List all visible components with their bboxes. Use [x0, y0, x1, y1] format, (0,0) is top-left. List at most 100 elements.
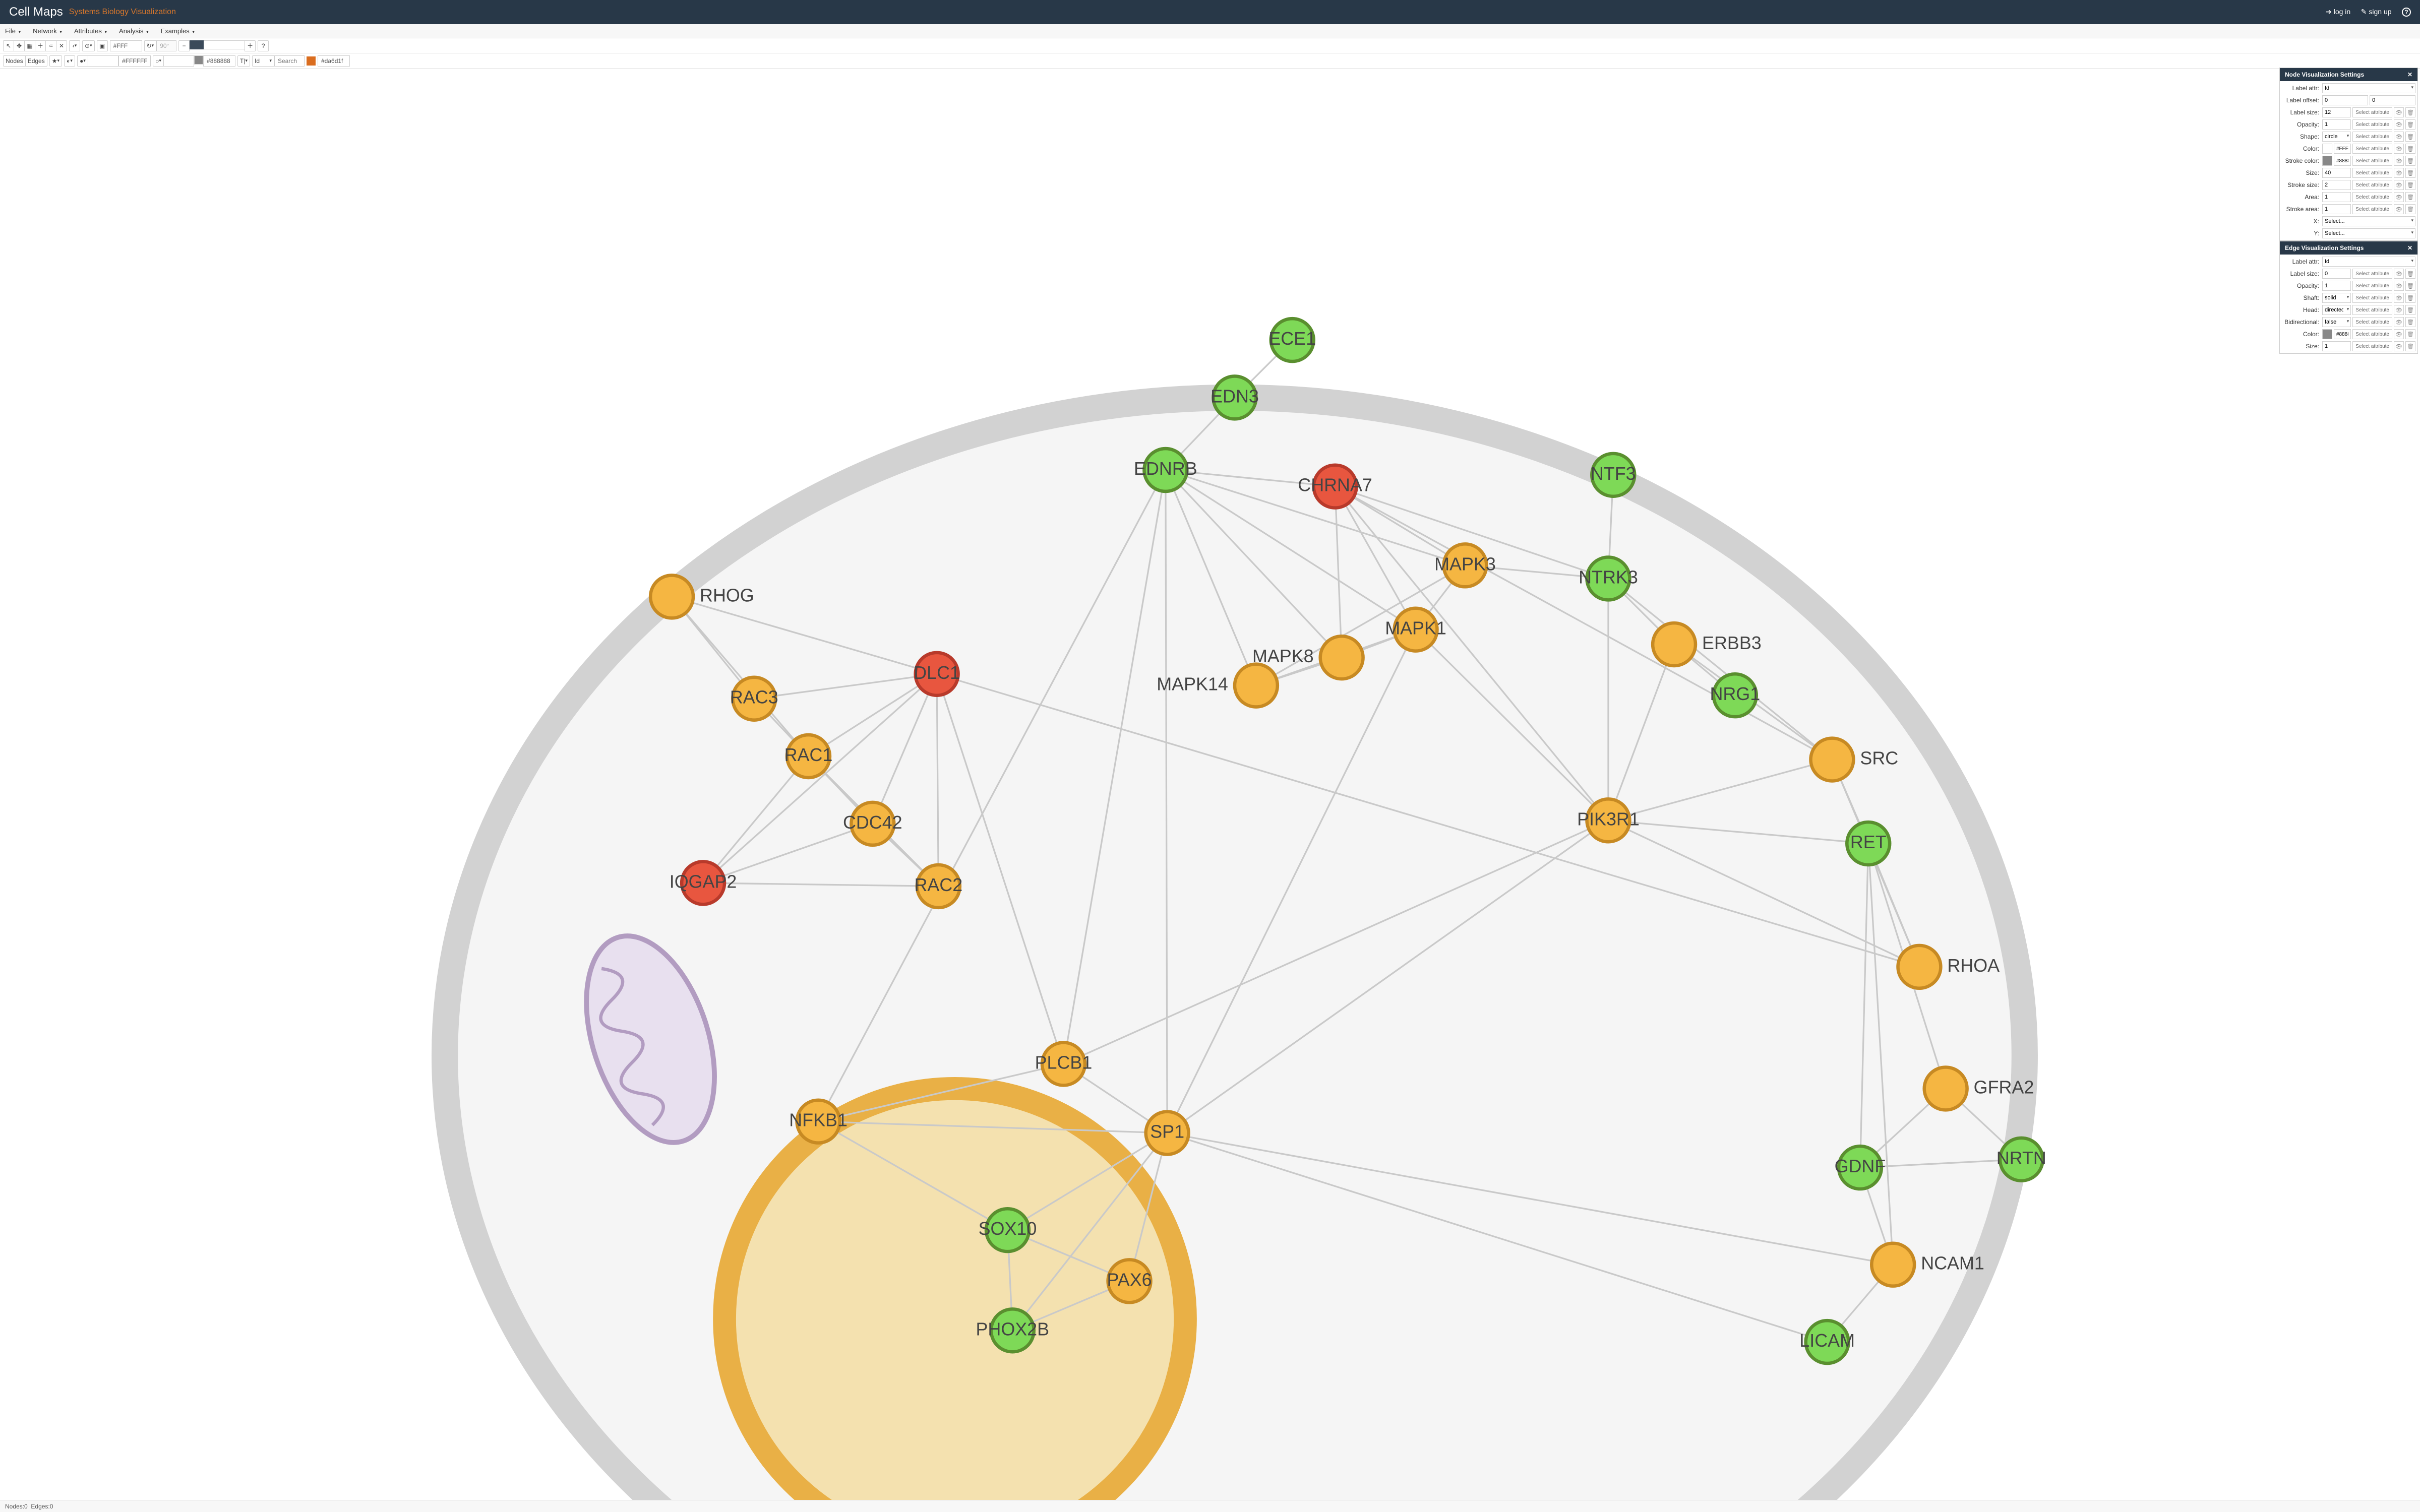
select-attr-button[interactable]: Select attribute: [2352, 156, 2392, 166]
rotate-dropdown[interactable]: ↻ ▾: [144, 40, 157, 51]
network-canvas[interactable]: ECE1EDN3EDNRBCHRNA7NTF3MAPK3NTRK3RHOGMAP…: [0, 69, 2420, 1500]
highlight-swatch[interactable]: [307, 56, 316, 66]
highlight-color-input[interactable]: [318, 55, 350, 67]
stroke-slider[interactable]: [164, 55, 194, 67]
eye-icon[interactable]: 👁: [2394, 119, 2404, 130]
select-attr-button[interactable]: Select attribute: [2352, 119, 2392, 130]
stroke-size-input[interactable]: [2322, 180, 2351, 190]
trash-icon[interactable]: 🗑: [2405, 269, 2415, 279]
edge-panel-header[interactable]: Edge Visualization Settings ✕: [2280, 241, 2417, 255]
eye-icon[interactable]: 👁: [2394, 180, 2404, 190]
stroke-color-input[interactable]: [203, 55, 235, 67]
eye-icon[interactable]: 👁: [2394, 204, 2404, 214]
trash-icon[interactable]: 🗑: [2405, 317, 2415, 327]
trash-icon[interactable]: 🗑: [2405, 107, 2415, 117]
pointer-tool-icon[interactable]: ↖: [3, 40, 14, 51]
trash-icon[interactable]: 🗑: [2405, 329, 2415, 339]
eye-icon[interactable]: 👁: [2394, 305, 2404, 315]
search-input[interactable]: [274, 55, 305, 67]
select-attr-button[interactable]: Select attribute: [2352, 317, 2392, 327]
help-icon[interactable]: ?: [2402, 8, 2411, 17]
fill-slider[interactable]: [88, 55, 118, 67]
login-link[interactable]: ➔log in: [2326, 8, 2350, 16]
select-attr-button[interactable]: Select attribute: [2352, 305, 2392, 315]
eye-icon[interactable]: 👁: [2394, 341, 2404, 351]
trash-icon[interactable]: 🗑: [2405, 132, 2415, 142]
eye-icon[interactable]: 👁: [2394, 269, 2404, 279]
fill-color-input[interactable]: [118, 55, 151, 67]
menu-network[interactable]: Network ▾: [33, 27, 62, 35]
menu-analysis[interactable]: Analysis ▾: [119, 27, 149, 35]
node-panel-header[interactable]: Node Visualization Settings ✕: [2280, 68, 2417, 81]
link-tool-icon[interactable]: ⸦: [45, 40, 56, 51]
star-dropdown[interactable]: ★ ▾: [49, 55, 62, 67]
trash-icon[interactable]: 🗑: [2405, 156, 2415, 166]
shape-select[interactable]: circle: [2322, 132, 2351, 142]
edge-label-attr-select[interactable]: Id: [2322, 257, 2415, 267]
zoom-slider-fill[interactable]: [190, 40, 204, 49]
move-tool-icon[interactable]: ✥: [14, 40, 25, 51]
color-swatch[interactable]: [2322, 144, 2332, 154]
label-offset-x[interactable]: [2322, 95, 2368, 105]
stroke-shape-dropdown[interactable]: ○ ▾: [153, 55, 164, 67]
y-select[interactable]: Select...: [2322, 228, 2415, 238]
label-offset-y[interactable]: [2370, 95, 2415, 105]
trash-icon[interactable]: 🗑: [2405, 281, 2415, 291]
stroke-color-input[interactable]: [2334, 156, 2351, 166]
edge-color-input[interactable]: [2334, 329, 2351, 339]
eye-icon[interactable]: 👁: [2394, 107, 2404, 117]
label-attr-select[interactable]: Id: [2322, 83, 2415, 93]
x-select[interactable]: Select...: [2322, 216, 2415, 226]
size-input[interactable]: [2322, 168, 2351, 178]
trash-icon[interactable]: 🗑: [2405, 192, 2415, 202]
image-tool-icon[interactable]: ▦: [24, 40, 35, 51]
head-select[interactable]: directed: [2322, 305, 2351, 315]
eye-icon[interactable]: 👁: [2394, 168, 2404, 178]
select-attr-button[interactable]: Select attribute: [2352, 144, 2392, 154]
signup-link[interactable]: ✎sign up: [2361, 8, 2392, 16]
opacity-input[interactable]: [2322, 119, 2351, 130]
fill-shape-dropdown[interactable]: ● ▾: [77, 55, 88, 67]
zoom-in-icon[interactable]: ＋: [245, 40, 256, 51]
trash-icon[interactable]: 🗑: [2405, 204, 2415, 214]
zoom-slider-track[interactable]: [204, 40, 245, 49]
text-dropdown[interactable]: T| ▾: [237, 55, 250, 67]
menu-file[interactable]: File ▾: [5, 27, 21, 35]
menu-examples[interactable]: Examples ▾: [161, 27, 195, 35]
trash-icon[interactable]: 🗑: [2405, 293, 2415, 303]
contrast-dropdown[interactable]: ◐ ▾: [64, 55, 75, 67]
menu-attributes[interactable]: Attributes ▾: [74, 27, 107, 35]
add-node-icon[interactable]: ＋: [35, 40, 46, 51]
stroke-color-swatch[interactable]: [194, 55, 203, 65]
zoom-out-icon[interactable]: −: [178, 40, 190, 51]
close-icon[interactable]: ✕: [2407, 244, 2412, 251]
eye-icon[interactable]: 👁: [2394, 192, 2404, 202]
select-attr-button[interactable]: Select attribute: [2352, 329, 2392, 339]
eye-icon[interactable]: 👁: [2394, 329, 2404, 339]
trash-icon[interactable]: 🗑: [2405, 305, 2415, 315]
trash-icon[interactable]: 🗑: [2405, 168, 2415, 178]
stroke-color-swatch[interactable]: [2322, 156, 2332, 166]
bgcolor-input[interactable]: [110, 40, 142, 51]
select-attr-button[interactable]: Select attribute: [2352, 107, 2392, 117]
eye-icon[interactable]: 👁: [2394, 281, 2404, 291]
color-input[interactable]: [2334, 144, 2351, 154]
trash-icon[interactable]: 🗑: [2405, 180, 2415, 190]
close-tool-icon[interactable]: ✕: [56, 40, 67, 51]
select-attr-button[interactable]: Select attribute: [2352, 168, 2392, 178]
eye-icon[interactable]: 👁: [2394, 132, 2404, 142]
bidir-select[interactable]: false: [2322, 317, 2351, 327]
select-attr-button[interactable]: Select attribute: [2352, 204, 2392, 214]
eye-icon[interactable]: 👁: [2394, 144, 2404, 154]
stroke-area-input[interactable]: [2322, 204, 2351, 214]
share-dropdown[interactable]: ‹ ▾: [69, 40, 80, 51]
label-size-input[interactable]: [2322, 107, 2351, 117]
select-attr-button[interactable]: Select attribute: [2352, 180, 2392, 190]
area-input[interactable]: [2322, 192, 2351, 202]
tab-nodes[interactable]: Nodes: [3, 55, 26, 67]
id-selector[interactable]: Id ▾: [252, 55, 274, 67]
snapshot-icon[interactable]: ▣: [97, 40, 108, 51]
eye-icon[interactable]: 👁: [2394, 156, 2404, 166]
select-attr-button[interactable]: Select attribute: [2352, 281, 2392, 291]
tab-edges[interactable]: Edges: [25, 55, 47, 67]
